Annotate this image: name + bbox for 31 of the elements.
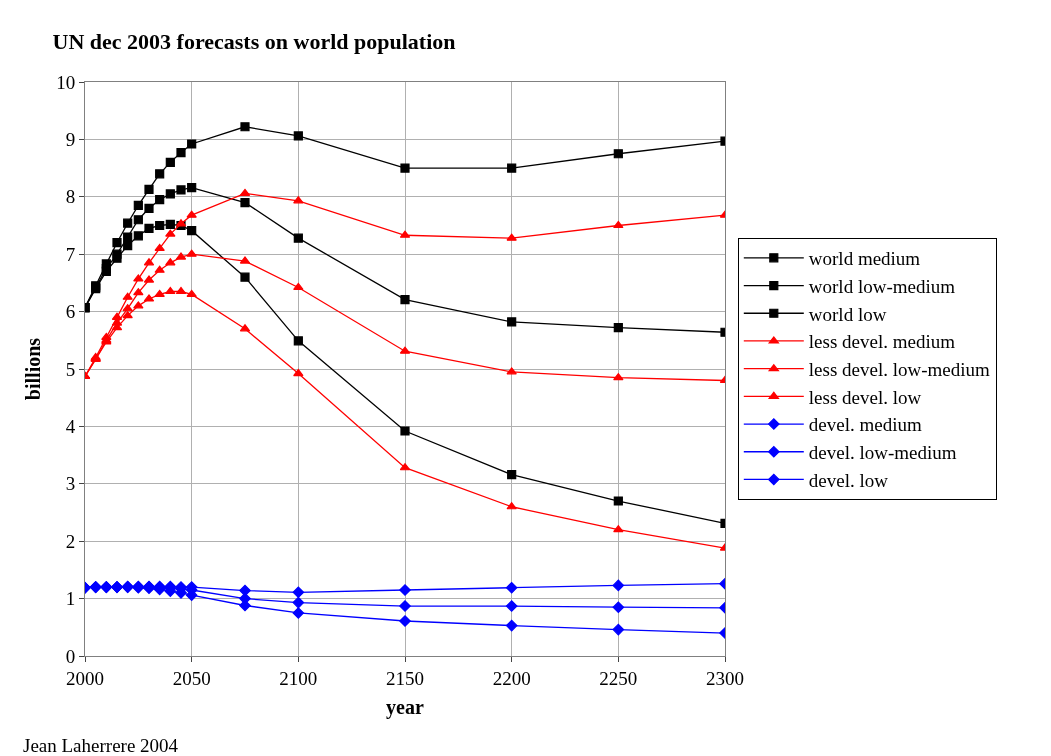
text: Jean Laherrere 2004 <box>23 735 179 756</box>
y-tick-label: 10 <box>56 71 76 93</box>
y-tick-label: 1 <box>65 588 76 610</box>
x-tick-label: 2150 <box>386 667 424 689</box>
x-tick-label: 2250 <box>599 667 638 689</box>
legend-label: world low <box>808 303 887 325</box>
legend-label: devel. low-medium <box>808 442 957 464</box>
y-tick-label: 2 <box>65 530 76 552</box>
y-tick-label: 8 <box>65 186 76 208</box>
y-tick-label: 5 <box>65 358 76 380</box>
x-tick-label: 2300 <box>706 667 744 689</box>
y-tick-label: 0 <box>65 645 76 667</box>
legend-label: devel. medium <box>808 414 922 436</box>
legend-label: devel. low <box>808 469 889 491</box>
y-axis-title: billions <box>21 337 44 401</box>
legend-label: less devel. low-medium <box>808 359 991 381</box>
y-tick-label: 9 <box>65 129 76 151</box>
y-tick-label: 7 <box>65 243 76 265</box>
legend-label: less devel. medium <box>808 331 956 353</box>
x-tick-label: 2100 <box>279 667 318 689</box>
legend-label: world medium <box>808 248 921 270</box>
y-tick-label: 4 <box>65 416 76 438</box>
y-tick-label: 3 <box>65 473 76 495</box>
x-tick-label: 2000 <box>66 667 104 689</box>
x-tick-label: 2050 <box>172 667 211 689</box>
x-tick-label: 2200 <box>492 667 531 689</box>
legend-label: world low-medium <box>808 275 956 297</box>
chart-title: UN dec 2003 forecasts on world population <box>52 29 456 55</box>
y-tick-label: 6 <box>65 301 76 323</box>
x-axis-title: year <box>386 696 424 720</box>
legend-label: less devel. low <box>808 386 922 408</box>
